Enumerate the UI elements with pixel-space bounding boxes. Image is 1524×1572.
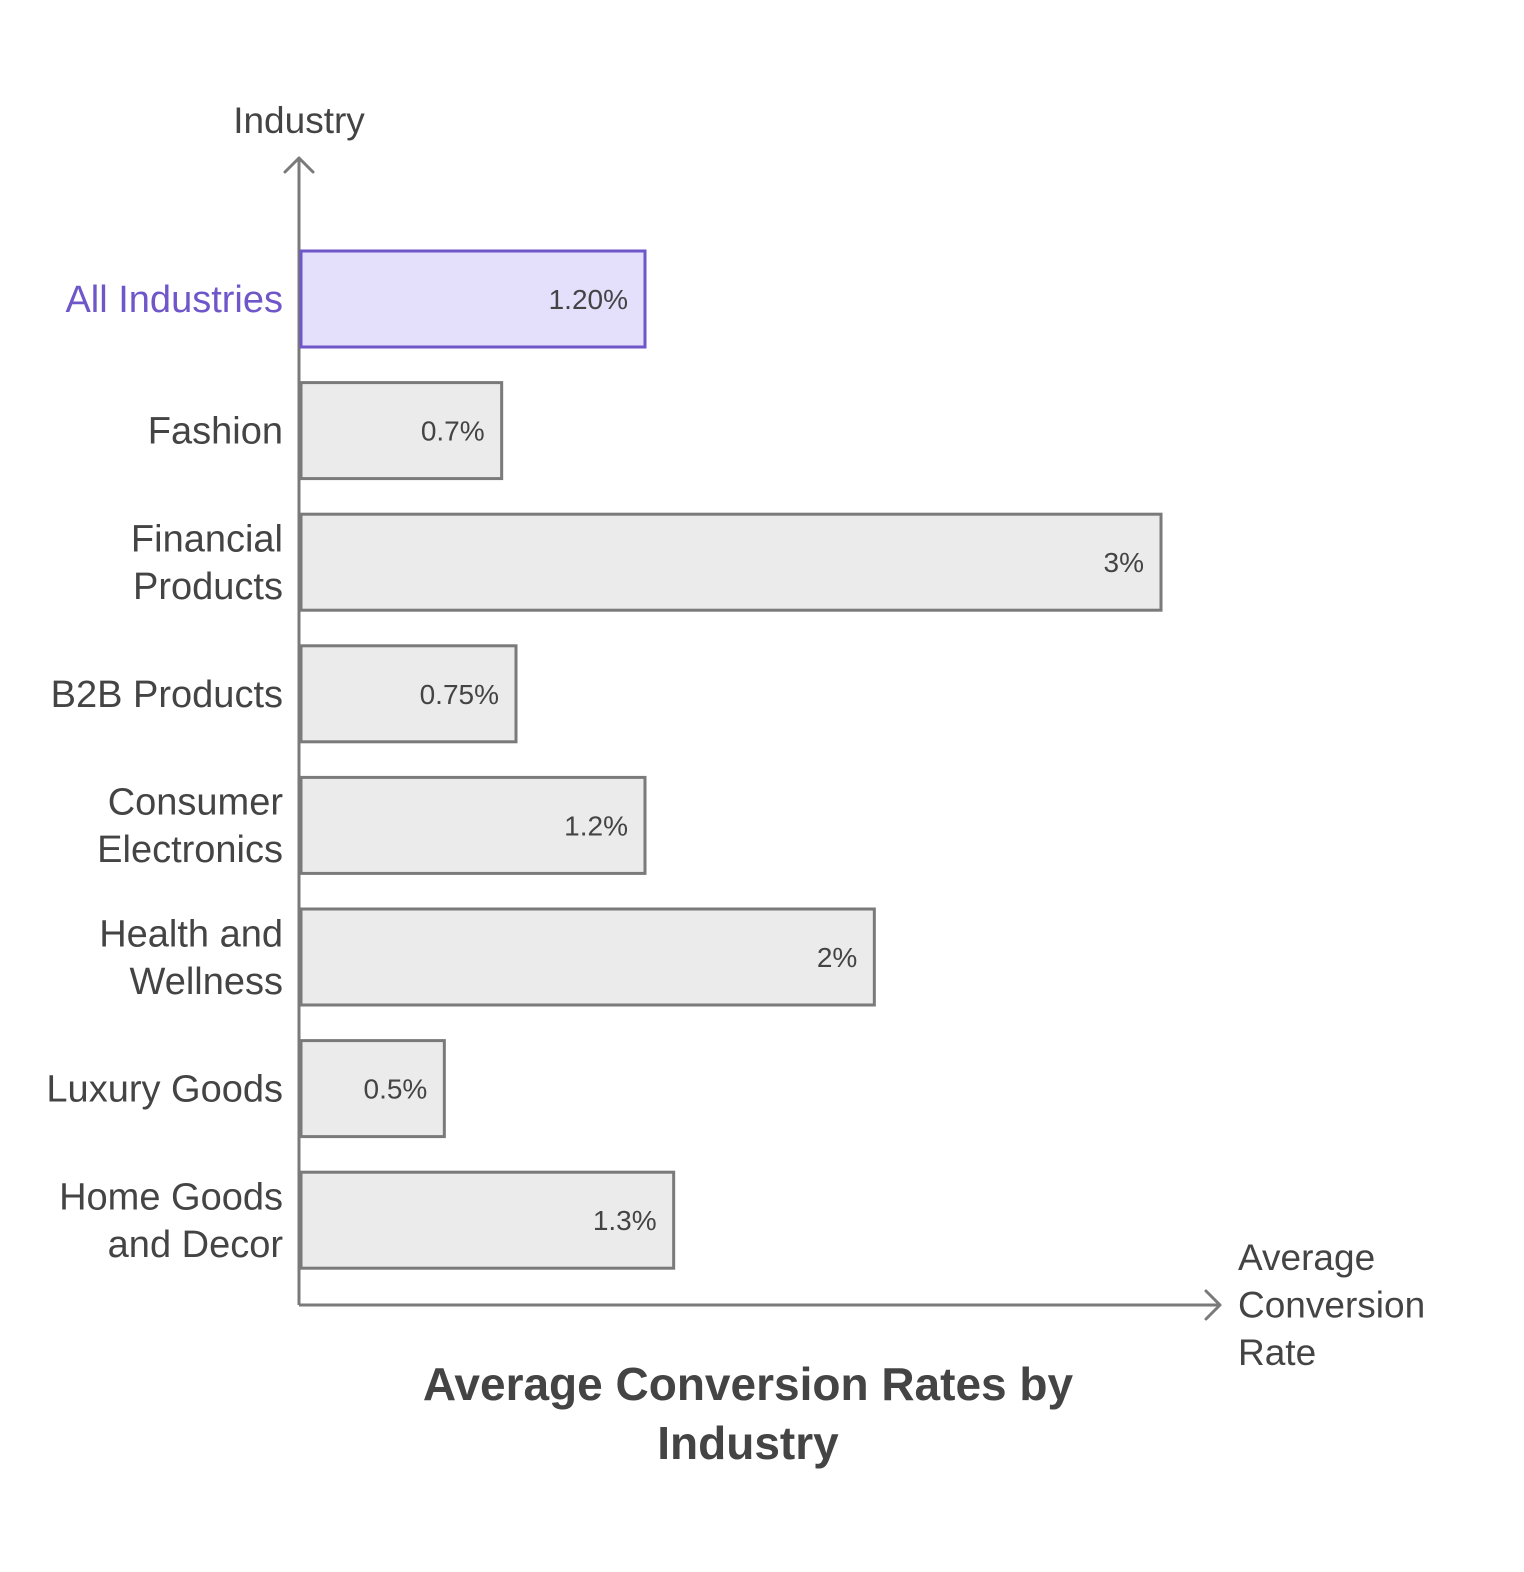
bar-luxury-goods [299, 1039, 446, 1139]
y-axis-title: Industry [233, 100, 365, 141]
x-axis-arrow-icon [1204, 1289, 1222, 1321]
bar-group-financial-products: 3% Financial Products [131, 512, 1163, 612]
bar-group-home-goods-and-decor: 1.3% Home Goods and Decor [59, 1170, 676, 1270]
data-label-luxury-goods: 0.5% [364, 1074, 428, 1105]
chart-title: Average Conversion Rates by Industry [423, 1358, 1074, 1469]
category-label-health-and-wellness: Health and Wellness [99, 913, 283, 1003]
bar-all-industries [299, 249, 647, 349]
bar-health-and-wellness [299, 907, 876, 1007]
category-label-financial-products: Financial Products [131, 518, 283, 608]
bar-group-all-industries: 1.20% All Industries [65, 249, 647, 349]
data-label-home-goods-and-decor: 1.3% [593, 1205, 657, 1236]
axes [283, 156, 1222, 1321]
category-label-all-industries: All Industries [65, 279, 283, 321]
category-label-fashion: Fashion [148, 411, 283, 453]
data-label-health-and-wellness: 2% [817, 942, 857, 973]
category-label-luxury-goods: Luxury Goods [46, 1069, 283, 1111]
data-label-all-industries: 1.20% [549, 284, 628, 315]
bar-home-goods-and-decor [299, 1170, 676, 1270]
category-label-b2b-products: B2B Products [51, 674, 283, 716]
bar-consumer-electronics [299, 775, 647, 875]
bar-b2b-products [299, 644, 518, 744]
bars: 1.20% All Industries 0.7% Fashion 3% Financia… [46, 249, 1163, 1270]
data-label-consumer-electronics: 1.2% [564, 810, 628, 841]
category-label-home-goods-and-decor: Home Goods and Decor [59, 1176, 283, 1266]
data-label-fashion: 0.7% [421, 416, 485, 447]
bar-group-consumer-electronics: 1.2% Consumer Electronics [97, 775, 647, 875]
bar-group-b2b-products: 0.75% B2B Products [51, 644, 518, 744]
y-axis-arrow-icon [283, 156, 315, 174]
bar-financial-products [299, 512, 1163, 612]
category-label-consumer-electronics: Consumer Electronics [97, 782, 283, 872]
bar-group-health-and-wellness: 2% Health and Wellness [99, 907, 876, 1007]
bar-group-luxury-goods: 0.5% Luxury Goods [46, 1039, 446, 1139]
data-label-financial-products: 3% [1104, 547, 1144, 578]
x-axis-title: Average Conversion Rate [1238, 1237, 1425, 1373]
data-label-b2b-products: 0.75% [420, 679, 499, 710]
bar-fashion [299, 381, 504, 481]
bar-group-fashion: 0.7% Fashion [148, 381, 504, 481]
